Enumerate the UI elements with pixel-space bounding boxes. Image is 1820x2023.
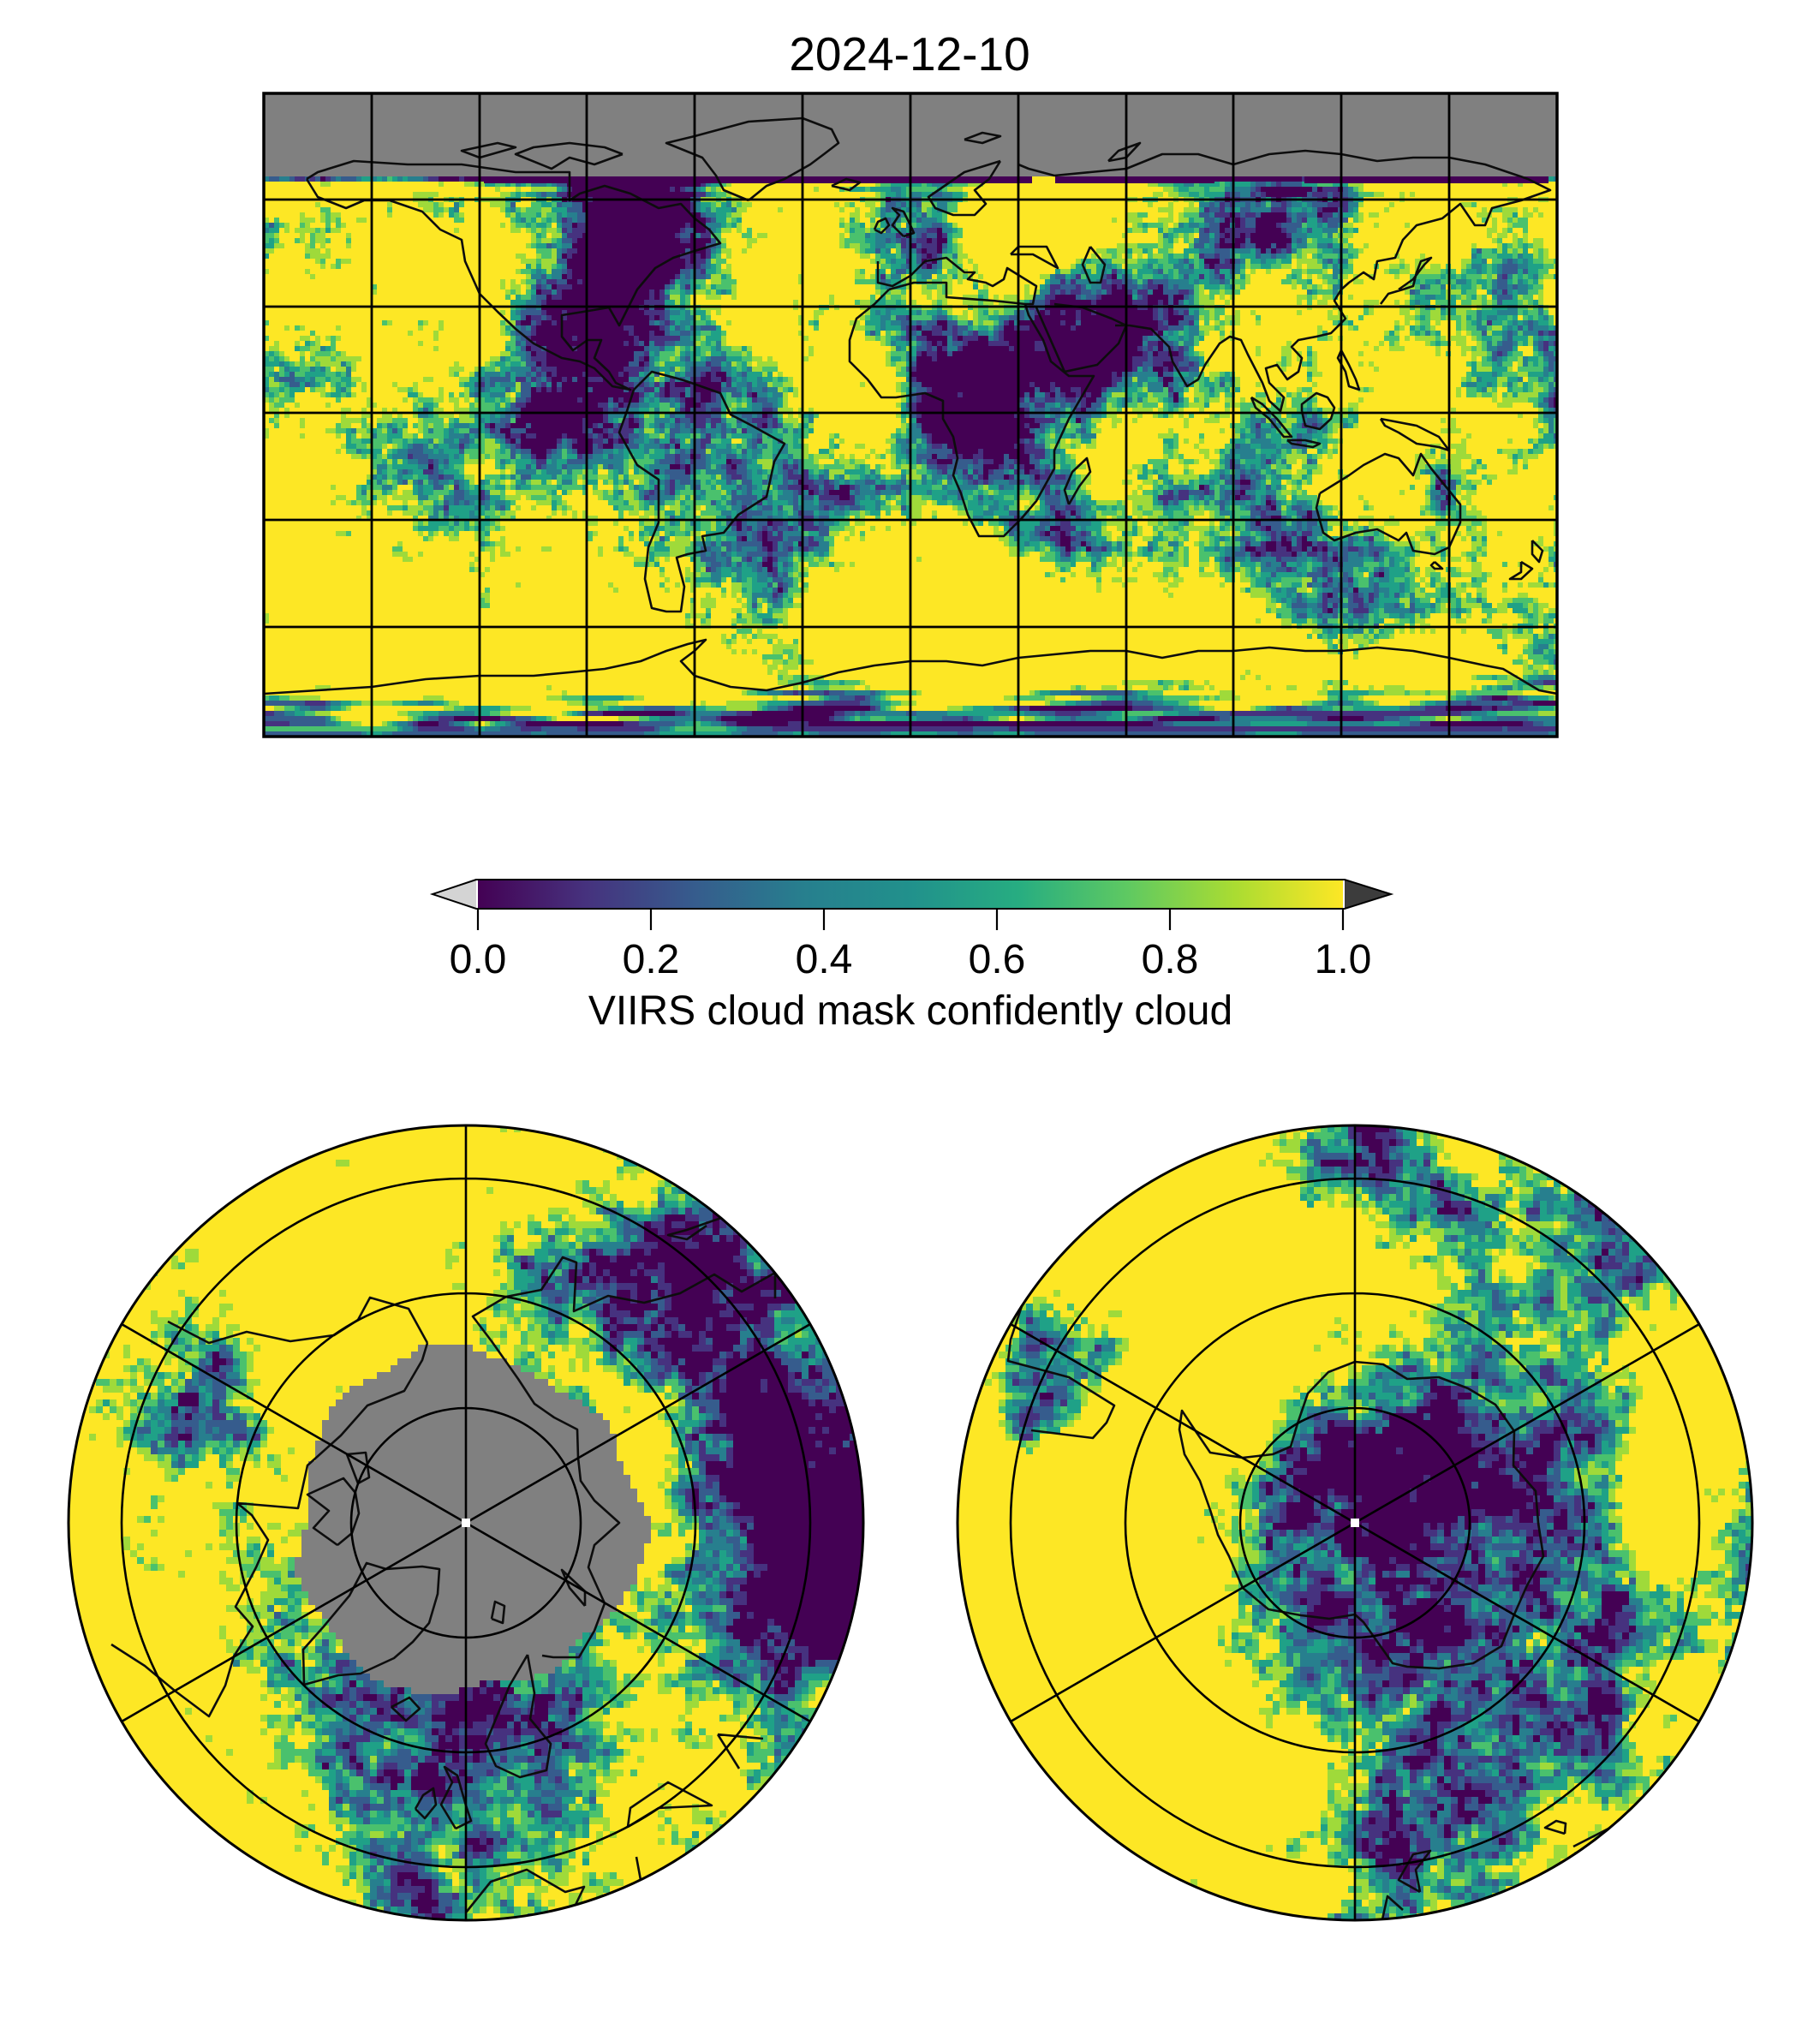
svg-text:2024-12-10: 2024-12-10 (789, 27, 1029, 81)
svg-text:0.0: 0.0 (450, 937, 507, 982)
svg-text:1.0: 1.0 (1315, 937, 1372, 982)
svg-text:0.4: 0.4 (796, 937, 853, 982)
svg-text:0.2: 0.2 (623, 937, 680, 982)
svg-text:0.6: 0.6 (969, 937, 1026, 982)
svg-text:VIIRS cloud mask confidently c: VIIRS cloud mask confidently cloud (588, 988, 1232, 1034)
svg-text:0.8: 0.8 (1142, 937, 1199, 982)
